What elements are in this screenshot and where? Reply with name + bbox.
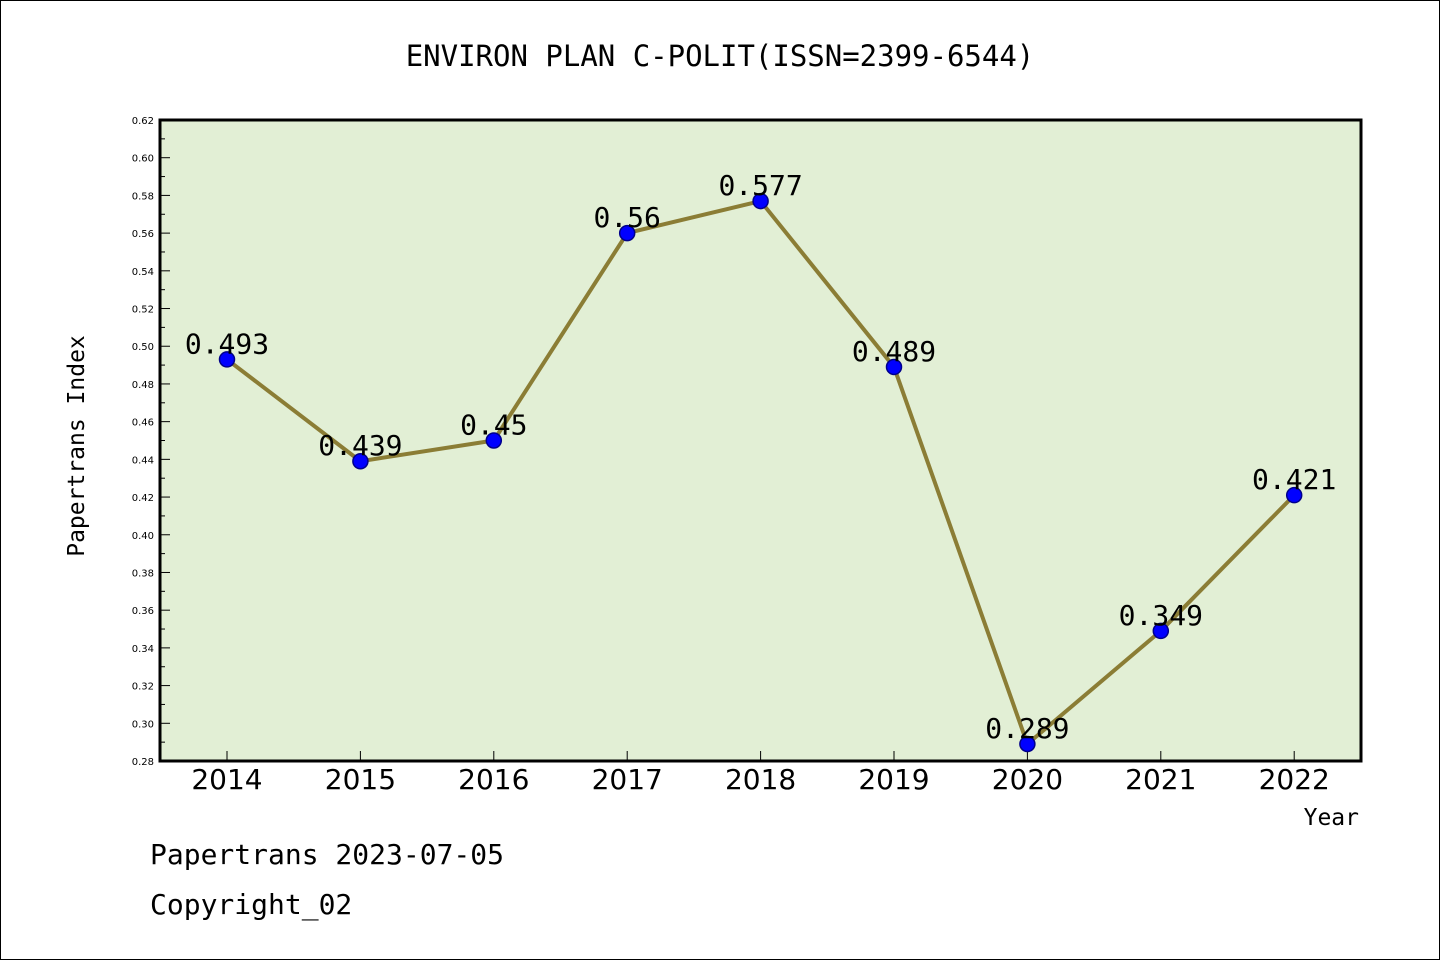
y-tick-label: 0.54 [132,267,154,278]
data-label: 0.349 [1119,599,1203,632]
y-tick-label: 0.46 [132,418,154,429]
footer-copyright: Copyright_02 [150,888,352,922]
series [218,192,1303,753]
data-point [618,224,636,242]
y-tick-label: 0.28 [132,757,154,768]
x-tick-label: 2021 [1125,763,1196,796]
data-label: 0.45 [460,409,527,442]
x-tick-label: 2015 [325,763,396,796]
y-tick-label: 0.60 [132,154,154,165]
data-label: 0.289 [985,712,1069,745]
chart-title: ENVIRON PLAN C-POLIT(ISSN=2399-6544) [406,39,1035,73]
x-axis-ticks: 2014 2015 2016 2017 2018 2019 2020 2021 2022 [191,751,1330,796]
data-point [885,358,903,376]
data-label: 0.493 [185,327,269,360]
data-point [485,432,503,449]
x-tick-label: 2016 [458,763,529,796]
data-point [752,192,769,210]
x-tick-label: 2014 [191,763,262,796]
y-tick-label: 0.62 [132,116,154,127]
y-tick-label: 0.58 [132,191,154,202]
data-point [1152,622,1170,640]
y-tick-label: 0.38 [132,568,154,579]
data-labels: 0.493 0.439 0.45 0.56 0.577 0.489 0.289 0.349 0.… [185,169,1336,745]
data-label: 0.56 [593,201,660,234]
data-point [352,452,369,470]
x-axis-label: Year [1304,805,1359,831]
y-axis-label: Papertrans Index [64,335,90,557]
y-axis-ticks: 0.28 0.30 0.32 0.34 0.36 0.38 0.40 0.42 0.44 0.46… [132,116,170,768]
data-label: 0.421 [1252,463,1336,496]
y-tick-label: 0.42 [132,493,154,504]
y-tick-label: 0.30 [132,719,154,730]
data-point [1285,486,1303,504]
y-tick-label: 0.52 [132,305,154,316]
y-tick-label: 0.56 [132,229,154,240]
x-tick-label: 2020 [992,763,1063,796]
y-tick-label: 0.44 [132,455,154,466]
data-label: 0.439 [318,429,402,462]
y-tick-label: 0.40 [132,531,154,542]
data-label: 0.577 [718,169,802,202]
data-point [1019,735,1036,753]
y-tick-label: 0.48 [132,380,154,391]
x-tick-label: 2017 [592,763,663,796]
y-tick-label: 0.36 [132,606,154,617]
x-tick-label: 2022 [1259,763,1330,796]
data-point [218,351,236,368]
footer-date: Papertrans 2023-07-05 [150,838,504,871]
x-tick-label: 2019 [858,763,929,796]
x-tick-label: 2018 [725,763,796,796]
y-tick-label: 0.50 [132,342,154,353]
data-label: 0.489 [852,335,936,368]
y-tick-label: 0.34 [132,644,154,655]
plot-area [158,118,1363,763]
y-tick-label: 0.32 [132,682,154,693]
